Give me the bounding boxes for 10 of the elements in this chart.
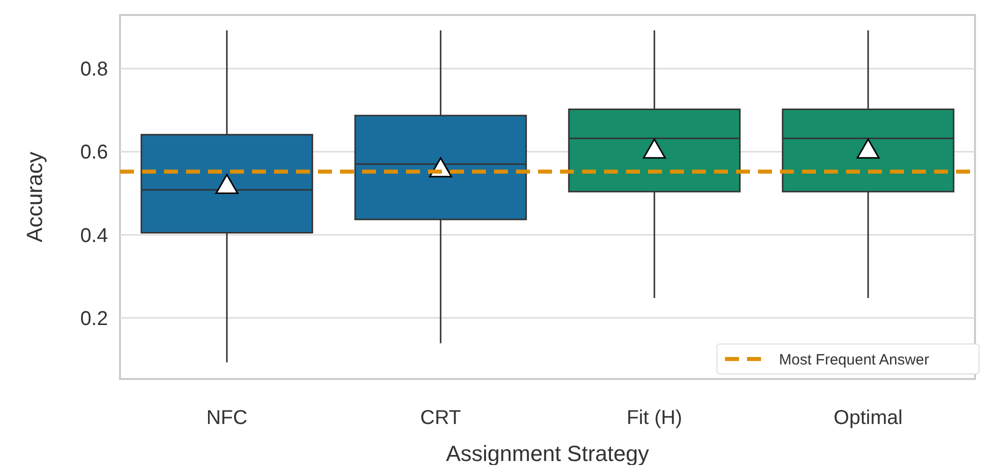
x-tick-label: CRT [420,407,461,429]
y-tick-label: 0.8 [80,58,108,81]
y-tick-label: 0.6 [80,142,108,164]
y-tick-label: 0.2 [80,308,108,330]
x-tick-label: NFC [206,407,248,429]
y-axis-title: Accuracy [22,152,47,242]
x-tick-label: Optimal [834,407,903,429]
legend-label: Most Frequent Answer [779,351,930,368]
x-tick-label: Fit (H) [626,407,682,429]
y-tick-label: 0.4 [80,224,108,247]
